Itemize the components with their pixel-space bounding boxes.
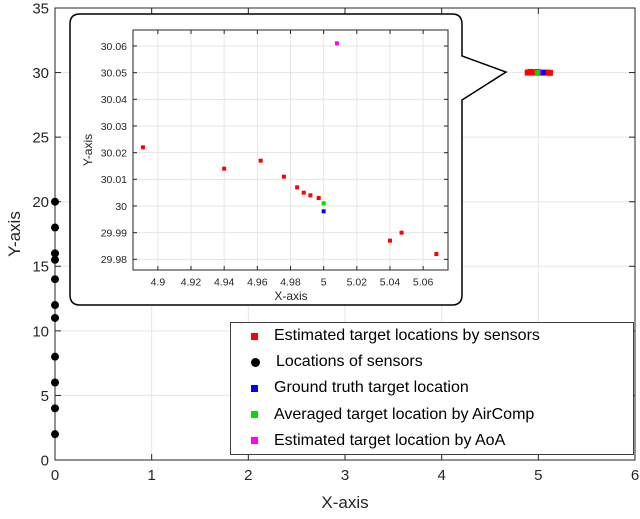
inset-x-axis-label: X-axis xyxy=(274,289,308,303)
y-tick-label: 30.04 xyxy=(101,94,127,106)
legend-label: Locations of sensors xyxy=(276,353,423,371)
legend: Estimated target locations by sensors Loc… xyxy=(230,322,634,455)
y-tick-label: 30.06 xyxy=(101,41,127,53)
data-point-averaged-target-location-by-aircomp xyxy=(534,70,540,76)
data-point-estimated-target-locations-by-sensors xyxy=(316,196,321,200)
data-point-ground-truth-target-location xyxy=(540,70,546,76)
y-tick-label: 30.01 xyxy=(101,174,127,186)
data-point-estimated-target-locations-by-sensors xyxy=(140,145,145,150)
x-tick-label: 5 xyxy=(321,277,327,289)
data-point-estimated-target-locations-by-sensors xyxy=(258,158,263,163)
legend-marker-square-icon xyxy=(251,437,258,445)
x-tick-label: 5.06 xyxy=(413,277,434,289)
legend-item: Ground truth target location xyxy=(239,375,633,401)
x-tick-label: 0 xyxy=(51,467,59,484)
inset-zoom-chart: 4.9 4.92 4.94 4.96 4.98 5 5.02 5.04 5.06 29.98 29.… xyxy=(101,29,449,289)
data-point-estimated-target-locations-by-sensors xyxy=(301,190,306,195)
x-tick-label: 5.04 xyxy=(380,277,401,289)
legend-label: Estimated target location by AoA xyxy=(274,431,506,449)
legend-marker-circle-icon xyxy=(251,357,260,367)
data-point-locations-of-sensors xyxy=(51,197,59,206)
data-point-estimated-target-locations-by-sensors xyxy=(546,69,553,76)
inset-y-axis-label: Y-axis xyxy=(81,133,95,167)
y-tick-label: 20 xyxy=(32,194,49,211)
data-point-locations-of-sensors xyxy=(51,223,59,232)
y-tick-label: 30 xyxy=(32,65,49,82)
y-axis-label: Y-axis xyxy=(5,211,24,257)
y-tick-label: 0 xyxy=(41,452,49,469)
x-tick-label: 6 xyxy=(631,467,639,484)
x-tick-label: 5 xyxy=(534,467,542,484)
legend-item: Averaged target location by AirComp xyxy=(239,402,633,428)
data-point-locations-of-sensors xyxy=(51,378,59,387)
legend-label: Estimated target locations by sensors xyxy=(274,327,540,345)
y-tick-label: 30 xyxy=(115,201,127,213)
x-tick-label: 2 xyxy=(244,467,252,484)
x-tick-label: 4.92 xyxy=(181,277,202,289)
x-tick-label: 4 xyxy=(437,467,445,484)
legend-item: Locations of sensors xyxy=(239,349,633,375)
data-point-ground-truth-target-location xyxy=(321,209,326,214)
y-tick-label: 30.05 xyxy=(101,67,127,79)
x-tick-label: 4.94 xyxy=(214,277,235,289)
data-point-locations-of-sensors xyxy=(51,255,59,264)
legend-label: Averaged target location by AirComp xyxy=(274,405,535,423)
data-point-locations-of-sensors xyxy=(51,313,59,322)
data-point-estimated-target-locations-by-sensors xyxy=(434,252,439,256)
y-tick-label: 25 xyxy=(32,130,49,147)
y-tick-label: 29.99 xyxy=(101,227,127,239)
legend-label: Ground truth target location xyxy=(274,379,469,397)
legend-marker-square-icon xyxy=(251,332,258,340)
x-tick-label: 3 xyxy=(341,467,349,484)
data-point-estimated-target-location-by-aoa xyxy=(334,41,339,46)
legend-marker-square-icon xyxy=(251,411,258,419)
data-point-locations-of-sensors xyxy=(51,249,59,258)
data-point-locations-of-sensors xyxy=(51,352,59,361)
data-point-estimated-target-locations-by-sensors xyxy=(387,238,392,243)
y-tick-label: 30.03 xyxy=(101,121,127,133)
inset-callout-bubble xyxy=(69,13,508,306)
data-point-locations-of-sensors xyxy=(51,275,59,284)
y-tick-label: 10 xyxy=(32,323,49,340)
data-point-estimated-target-locations-by-sensors xyxy=(222,166,227,171)
legend-marker-square-icon xyxy=(251,384,258,392)
y-tick-label: 15 xyxy=(32,259,49,276)
data-point-locations-of-sensors xyxy=(51,430,59,439)
legend-item: Estimated target locations by sensors xyxy=(239,323,633,349)
legend-item: Estimated target location by AoA xyxy=(239,428,633,454)
data-point-estimated-target-locations-by-sensors xyxy=(295,185,300,190)
data-point-locations-of-sensors xyxy=(51,301,59,310)
x-tick-label: 1 xyxy=(147,467,155,484)
x-tick-label: 5.02 xyxy=(347,277,368,289)
y-tick-label: 35 xyxy=(32,0,49,17)
y-tick-label: 5 xyxy=(41,388,49,405)
x-tick-label: 4.9 xyxy=(151,277,166,289)
y-tick-label: 30.02 xyxy=(101,147,127,159)
y-tick-label: 29.98 xyxy=(101,254,127,266)
x-tick-label: 4.98 xyxy=(280,277,301,289)
x-tick-label: 4.96 xyxy=(247,277,268,289)
data-point-estimated-target-locations-by-sensors xyxy=(399,230,404,235)
data-point-averaged-target-location-by-aircomp xyxy=(321,201,326,206)
data-point-estimated-target-locations-by-sensors xyxy=(308,193,313,198)
x-axis-label: X-axis xyxy=(321,493,369,512)
data-point-locations-of-sensors xyxy=(51,404,59,413)
data-point-estimated-target-locations-by-sensors xyxy=(281,174,286,179)
